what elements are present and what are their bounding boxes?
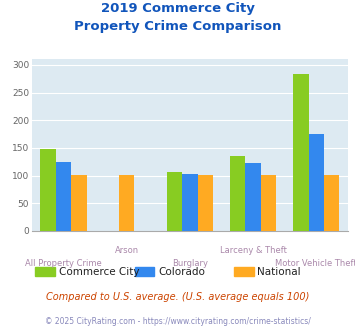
Bar	[245, 163, 261, 231]
Bar	[230, 156, 245, 231]
Text: Arson: Arson	[115, 246, 139, 255]
Text: National: National	[257, 267, 301, 277]
Bar	[56, 162, 71, 231]
Bar	[167, 172, 182, 231]
Bar	[182, 174, 198, 231]
Bar	[293, 74, 308, 231]
Text: Larceny & Theft: Larceny & Theft	[220, 246, 286, 255]
Bar	[324, 175, 339, 231]
Text: Compared to U.S. average. (U.S. average equals 100): Compared to U.S. average. (U.S. average …	[46, 292, 309, 302]
Text: Property Crime Comparison: Property Crime Comparison	[74, 20, 281, 33]
Bar	[40, 149, 56, 231]
Bar	[261, 175, 276, 231]
Text: Colorado: Colorado	[158, 267, 205, 277]
Text: © 2025 CityRating.com - https://www.cityrating.com/crime-statistics/: © 2025 CityRating.com - https://www.city…	[45, 317, 310, 326]
Bar	[71, 175, 87, 231]
Bar	[198, 175, 213, 231]
Text: All Property Crime: All Property Crime	[25, 259, 102, 268]
Text: Burglary: Burglary	[172, 259, 208, 268]
Text: Commerce City: Commerce City	[59, 267, 139, 277]
Bar	[119, 175, 135, 231]
Bar	[308, 134, 324, 231]
Text: 2019 Commerce City: 2019 Commerce City	[100, 2, 255, 15]
Text: Motor Vehicle Theft: Motor Vehicle Theft	[275, 259, 355, 268]
